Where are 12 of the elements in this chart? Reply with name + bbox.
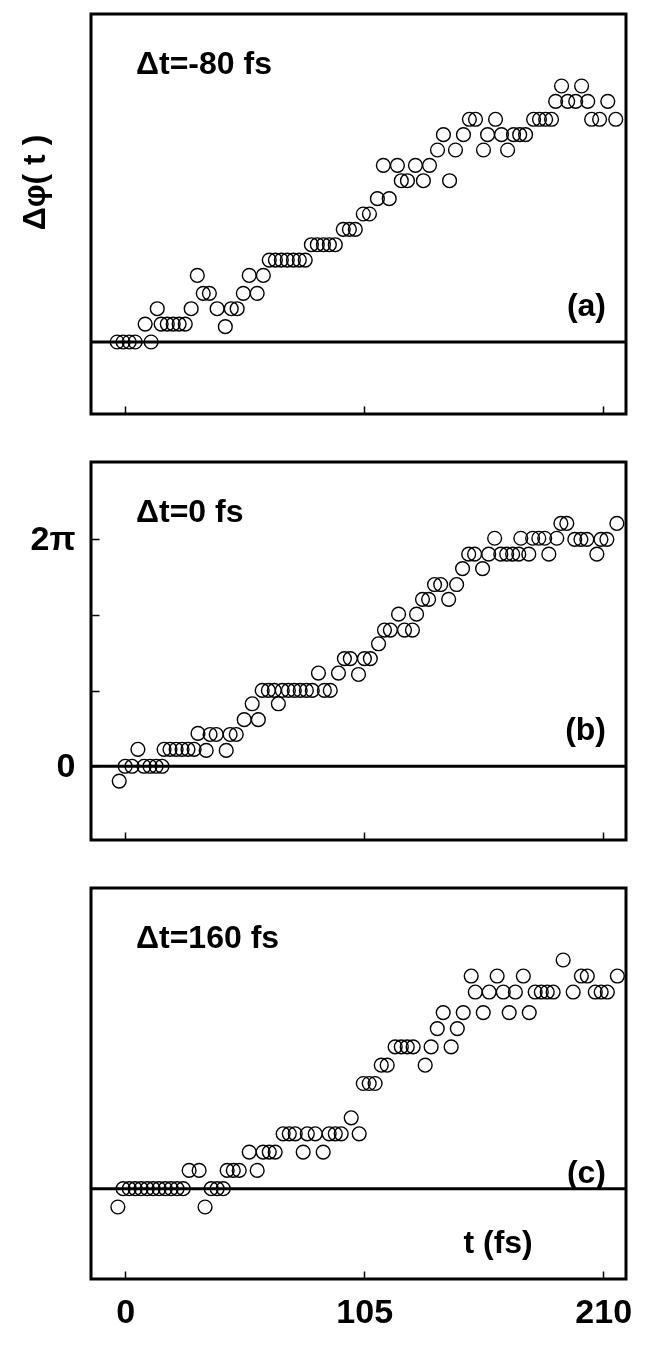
y-tick-label: 2π [30,518,76,557]
annotation: Δt=0 fs [136,493,244,529]
x-axis-title: t (fs) [463,1223,533,1260]
annotation: (c) [566,1153,606,1190]
x-tick-label: 210 [575,1291,633,1330]
annotation: (a) [566,287,606,323]
x-tick-label: 0 [116,1291,136,1330]
text: Δt=160 fs [136,919,280,955]
y-axis-title: Δφ( t ) [15,134,52,231]
text: Δt=-80 fs [136,45,272,81]
annotation: (b) [565,711,606,748]
x-tick-label: 105 [336,1291,394,1330]
